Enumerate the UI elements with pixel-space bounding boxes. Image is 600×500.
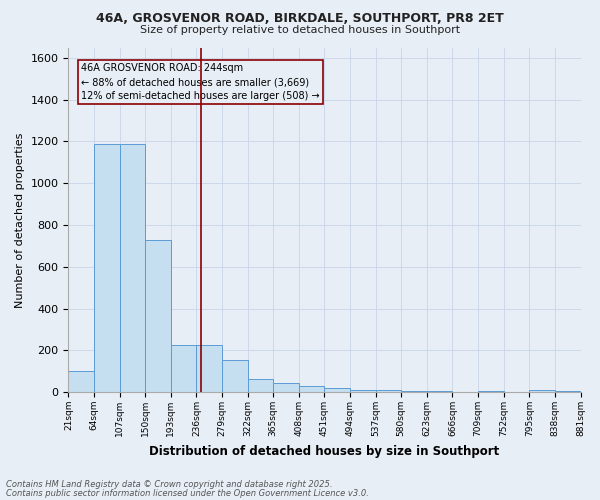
Bar: [529, 390, 555, 392]
Text: 46A, GROSVENOR ROAD, BIRKDALE, SOUTHPORT, PR8 2ET: 46A, GROSVENOR ROAD, BIRKDALE, SOUTHPORT…: [96, 12, 504, 26]
Bar: [350, 390, 376, 392]
Bar: [427, 391, 452, 392]
Bar: [376, 390, 401, 392]
Text: Contains HM Land Registry data © Crown copyright and database right 2025.: Contains HM Land Registry data © Crown c…: [6, 480, 332, 489]
Text: Contains public sector information licensed under the Open Government Licence v3: Contains public sector information licen…: [6, 489, 369, 498]
Bar: [145, 240, 171, 392]
Text: Size of property relative to detached houses in Southport: Size of property relative to detached ho…: [140, 25, 460, 35]
Bar: [196, 345, 222, 392]
Bar: [171, 345, 196, 392]
Bar: [119, 144, 145, 392]
Bar: [401, 391, 427, 392]
Bar: [478, 391, 503, 392]
Y-axis label: Number of detached properties: Number of detached properties: [15, 132, 25, 308]
Bar: [325, 388, 350, 392]
X-axis label: Distribution of detached houses by size in Southport: Distribution of detached houses by size …: [149, 444, 500, 458]
Bar: [299, 386, 325, 392]
Bar: [248, 378, 273, 392]
Text: 46A GROSVENOR ROAD: 244sqm
← 88% of detached houses are smaller (3,669)
12% of s: 46A GROSVENOR ROAD: 244sqm ← 88% of deta…: [81, 63, 320, 101]
Bar: [68, 372, 94, 392]
Bar: [222, 360, 248, 392]
Bar: [273, 383, 299, 392]
Bar: [94, 144, 119, 392]
Bar: [555, 391, 580, 392]
